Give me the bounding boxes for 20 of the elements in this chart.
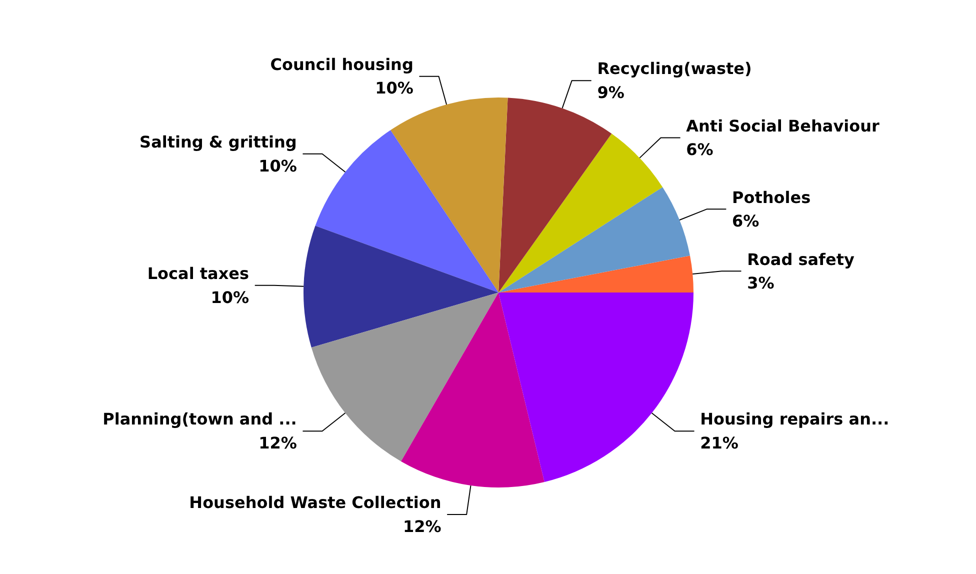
data-label: 10%	[210, 288, 250, 307]
slice-label: Council housing	[270, 54, 414, 74]
data-label: 9%	[597, 82, 624, 102]
slice-label: Household Waste Collection	[189, 493, 442, 512]
slice-label: Road safety	[747, 250, 855, 269]
slice-label: Anti Social Behaviour	[686, 116, 880, 136]
slice-label: Housing repairs an...	[700, 410, 890, 429]
data-label: 12%	[258, 433, 297, 452]
data-label: 6%	[686, 140, 714, 160]
slice-label: Salting & gritting	[140, 132, 297, 152]
slice-label: Local taxes	[147, 264, 250, 284]
data-label: 21%	[700, 433, 738, 452]
slice-label: Recycling(waste)	[597, 59, 752, 78]
slice-label: Planning(town and ...	[102, 410, 297, 429]
data-label: 12%	[402, 516, 442, 536]
data-label: 6%	[732, 212, 760, 231]
data-label: 10%	[258, 156, 297, 176]
slice-label: Potholes	[732, 188, 811, 207]
data-label: 3%	[747, 274, 774, 293]
data-label: 10%	[375, 78, 414, 98]
